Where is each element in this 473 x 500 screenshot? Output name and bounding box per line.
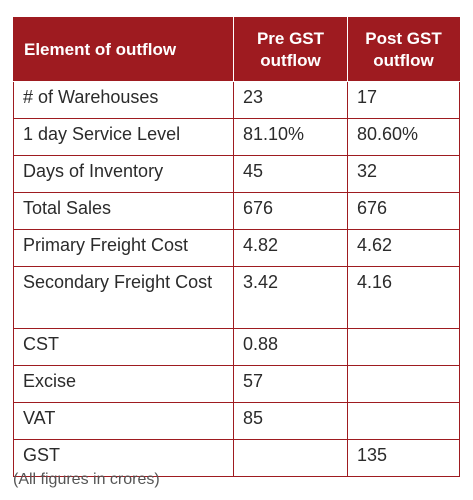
pre-gst-value: 0.88 (233, 328, 348, 366)
table-row: GST 135 (13, 439, 460, 477)
pre-gst-value: 3.42 (233, 266, 348, 329)
row-label: Days of Inventory (13, 155, 234, 193)
pre-gst-value: 676 (233, 192, 348, 230)
table-row: VAT 85 (13, 402, 460, 440)
post-gst-value: 80.60% (347, 118, 460, 156)
pre-gst-value: 45 (233, 155, 348, 193)
pre-gst-value: 4.82 (233, 229, 348, 267)
row-label: # of Warehouses (13, 81, 234, 119)
table-header-row: Element of outflow Pre GST outflow Post … (13, 17, 460, 82)
row-label: Secondary Freight Cost (13, 266, 234, 329)
header-pre-gst-outflow: Pre GST outflow (233, 17, 348, 82)
pre-gst-value: 81.10% (233, 118, 348, 156)
row-label: Excise (13, 365, 234, 403)
post-gst-value (347, 365, 460, 403)
post-gst-value: 135 (347, 439, 460, 477)
table-row: Days of Inventory 45 32 (13, 155, 460, 193)
figures-note: (All figures in crores) (13, 471, 160, 488)
row-label: CST (13, 328, 234, 366)
outflow-comparison-table: Element of outflow Pre GST outflow Post … (13, 17, 460, 477)
row-label: Total Sales (13, 192, 234, 230)
pre-gst-value: 57 (233, 365, 348, 403)
row-label: 1 day Service Level (13, 118, 234, 156)
table-row: CST 0.88 (13, 328, 460, 366)
pre-gst-value (233, 439, 348, 477)
table-row: Excise 57 (13, 365, 460, 403)
table-row: 1 day Service Level 81.10% 80.60% (13, 118, 460, 156)
header-element-of-outflow: Element of outflow (13, 17, 234, 82)
post-gst-value: 4.16 (347, 266, 460, 329)
table-row: Total Sales 676 676 (13, 192, 460, 230)
post-gst-value: 4.62 (347, 229, 460, 267)
pre-gst-value: 23 (233, 81, 348, 119)
table-row: Secondary Freight Cost 3.42 4.16 (13, 266, 460, 329)
post-gst-value: 17 (347, 81, 460, 119)
pre-gst-value: 85 (233, 402, 348, 440)
post-gst-value (347, 328, 460, 366)
row-label: Primary Freight Cost (13, 229, 234, 267)
row-label: GST (13, 439, 234, 477)
post-gst-value: 32 (347, 155, 460, 193)
post-gst-value: 676 (347, 192, 460, 230)
table-row: Primary Freight Cost 4.82 4.62 (13, 229, 460, 267)
row-label: VAT (13, 402, 234, 440)
post-gst-value (347, 402, 460, 440)
header-post-gst-outflow: Post GST outflow (347, 17, 460, 82)
table-row: # of Warehouses 23 17 (13, 81, 460, 119)
outflow-table-container: Element of outflow Pre GST outflow Post … (13, 17, 460, 477)
